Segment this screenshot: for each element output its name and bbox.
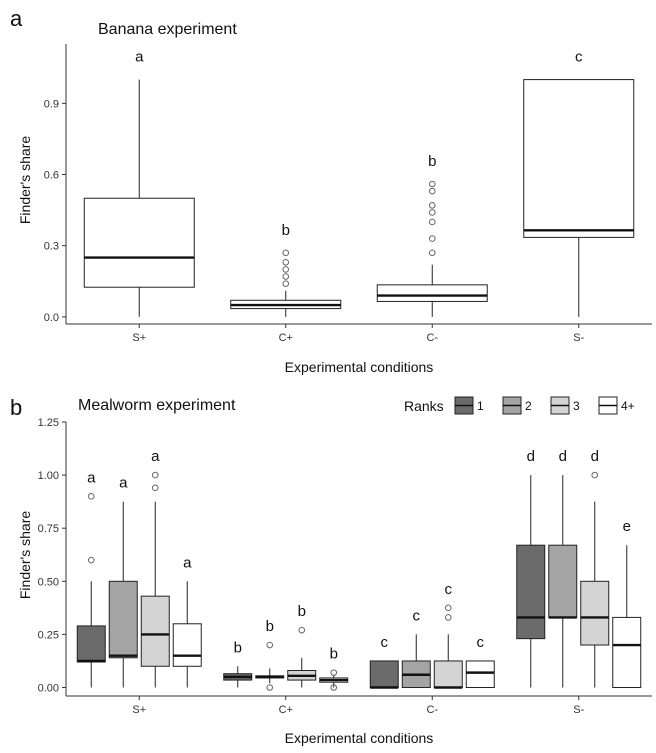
- panel-a-x-tick-label: S-: [573, 332, 584, 344]
- panel-a-significance-letter: c: [575, 49, 583, 66]
- panel-a-y-tick-label: 0.3: [44, 241, 59, 253]
- panel-b-ylabel: Finder's share: [17, 511, 33, 599]
- panel-b-y-tick-label: 0.75: [38, 523, 59, 535]
- panel-a-C+-outlier: [282, 280, 290, 287]
- panel-a-C+-outlier: [282, 266, 290, 273]
- panel-a-significance-letter: b: [428, 153, 436, 170]
- panel-b-significance-letter: e: [623, 518, 631, 535]
- panel-a-xlabel: Experimental conditions: [285, 359, 434, 375]
- panel-b-significance-letter: c: [477, 634, 485, 651]
- panel-b-significance-letter: d: [559, 448, 567, 465]
- panel-b-significance-letter: c: [381, 634, 389, 651]
- panel-b-significance-letter: a: [151, 448, 160, 465]
- panel-b-y-tick-label: 0.25: [38, 629, 59, 641]
- panel-b-y-tick-label: 0.50: [38, 576, 59, 588]
- legend-label: 4+: [621, 399, 635, 413]
- panel-b-significance-letter: a: [119, 475, 128, 492]
- panel-b-S--rank-4+-box: [612, 616, 642, 689]
- panel-a-title: Banana experiment: [98, 21, 237, 38]
- panel-a-C+-outlier: [282, 249, 290, 257]
- panel-a-plot: 0.0 0.3 0.6 0.9 S+ C+ C- S-a b b c: [44, 44, 652, 344]
- panel-a-C--outlier: [428, 218, 436, 226]
- panel-a-x-tick-label: C-: [426, 332, 438, 344]
- panel-b-significance-letter: b: [234, 639, 242, 656]
- panel-a-x-tick-label: S+: [132, 332, 146, 344]
- panel-letter-a: a: [10, 6, 23, 31]
- legend-key-rank-1: 1: [454, 396, 484, 415]
- panel-b-x-tick-label: S+: [132, 704, 146, 716]
- panel-a-significance-letter: a: [135, 49, 144, 66]
- panel-b-S+-rank-1-box: [76, 625, 106, 663]
- panel-b-significance-letter: c: [445, 581, 453, 598]
- panel-b-y-tick-label: 1.00: [38, 470, 59, 482]
- panel-b-C--rank-3-box: [433, 660, 463, 689]
- panel-a-C+-outlier: [282, 259, 290, 266]
- legend-label: 3: [573, 399, 580, 413]
- panel-b-significance-letter: b: [330, 646, 338, 663]
- panel-a-significance-letter: b: [282, 222, 290, 239]
- panel-a-y-tick-label: 0.6: [44, 170, 59, 182]
- panel-b-x-tick-label: C+: [279, 704, 293, 716]
- legend-label: 2: [525, 399, 532, 413]
- panel-b-C+-rank-4+-outlier: [330, 669, 338, 676]
- panel-b-x-tick-label: S-: [573, 704, 584, 716]
- panel-a-C--outlier: [428, 187, 436, 195]
- panel-b-significance-letter: d: [591, 448, 599, 465]
- panel-a-C--outlier: [428, 209, 436, 216]
- panel-b-S+-rank-3-outlier: [151, 484, 159, 492]
- panel-a-x-tick-label: C+: [279, 332, 293, 344]
- panel-a-C--outlier: [428, 235, 436, 242]
- panel-b-C+-rank-4+-outlier: [330, 684, 338, 691]
- panel-b-S--rank-3-outlier: [591, 471, 599, 479]
- panel-b-y-tick-label: 0.00: [38, 683, 59, 695]
- legend-key-rank-3: 3: [550, 396, 580, 415]
- legend-key-rank-4+: 4+: [598, 396, 635, 415]
- legend-label: 1: [477, 399, 484, 413]
- panel-b-S--rank-1-box: [516, 544, 546, 640]
- panel-b-x-tick-label: C-: [426, 704, 438, 716]
- panel-b-C--rank-4+-box: [465, 660, 495, 689]
- panel-b-significance-letter: d: [527, 448, 535, 465]
- panel-b-title: Mealworm experiment: [78, 397, 236, 414]
- panel-b-plot: 0.00 0.25 0.50 0.75 1.00 1.25 S+ C+ C- S-a a a a b b b b…: [38, 417, 652, 716]
- panel-b-C--rank-3-outlier: [444, 604, 452, 612]
- legend-title: Ranks: [404, 398, 444, 414]
- panel-a-C--box: [376, 284, 488, 302]
- panel-b-y-tick-label: 1.25: [38, 417, 59, 429]
- panel-a-C--outlier: [428, 180, 436, 188]
- panel-b-significance-letter: c: [413, 607, 421, 624]
- panel-a-C+-outlier: [282, 273, 290, 280]
- panel-b-S--rank-2-box: [548, 544, 578, 618]
- panel-b-C+-rank-2-outlier: [266, 684, 274, 691]
- panel-b-C--rank-3-outlier: [444, 614, 452, 621]
- panel-b-S--rank-3-box: [580, 580, 610, 646]
- panel-b-significance-letter: a: [87, 469, 96, 486]
- legend: 1 2 3 4+: [454, 396, 635, 415]
- legend-key-rank-2: 2: [502, 396, 532, 415]
- panel-b-xlabel: Experimental conditions: [285, 730, 434, 746]
- panel-b-significance-letter: b: [298, 603, 306, 620]
- panel-a-y-tick-label: 0.0: [44, 312, 59, 324]
- panel-b-S+-rank-3-outlier: [151, 471, 159, 479]
- panel-a-C--outlier: [428, 202, 436, 209]
- panel-a-ylabel: Finder's share: [17, 136, 33, 224]
- panel-b-S+-rank-1-outlier: [87, 556, 95, 564]
- panel-letter-b: b: [10, 395, 22, 420]
- panel-b-S+-rank-4+-box: [172, 623, 202, 667]
- panel-b-C+-rank-2-outlier: [266, 641, 274, 649]
- panel-b-S+-rank-2-box: [108, 580, 138, 659]
- panel-a-C--outlier: [428, 249, 436, 257]
- panel-b-S+-rank-1-outlier: [87, 493, 95, 500]
- panel-b-significance-letter: b: [266, 618, 274, 635]
- panel-b-C+-rank-3-outlier: [298, 626, 306, 634]
- panel-a-S--box: [523, 79, 635, 238]
- panel-b-significance-letter: a: [183, 554, 192, 571]
- panel-a-y-tick-label: 0.9: [44, 98, 59, 110]
- panel-a-S+-box: [83, 197, 195, 288]
- panel-b-C--rank-1-box: [369, 660, 399, 689]
- panel-b-S+-rank-3-box: [140, 595, 170, 667]
